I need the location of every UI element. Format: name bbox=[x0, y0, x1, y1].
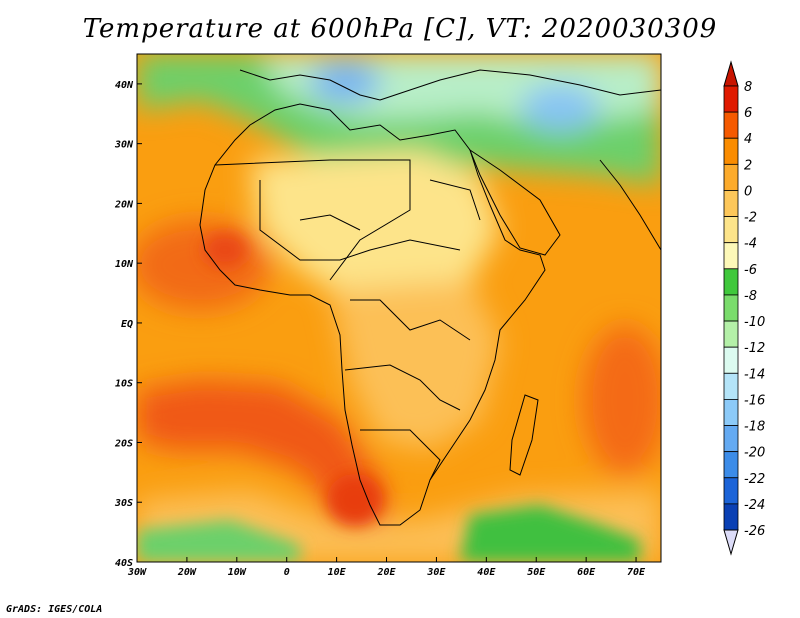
colorbar-swatch bbox=[723, 399, 739, 426]
y-tick-label: 30N bbox=[114, 140, 134, 151]
y-tick-label: 40N bbox=[115, 80, 134, 91]
cool-zone-central bbox=[330, 280, 500, 450]
y-tick-label: 10S bbox=[115, 379, 133, 390]
warm-zone-south-atlantic bbox=[137, 380, 390, 530]
colorbar-swatch bbox=[723, 425, 739, 453]
europe-coastline bbox=[239, 69, 661, 101]
cold-zone-south-indian bbox=[460, 505, 640, 562]
colorbar-label: 2 bbox=[744, 158, 752, 173]
colorbar-swatch bbox=[723, 268, 739, 296]
colorbar-swatch bbox=[723, 163, 739, 191]
colorbar-label: 0 bbox=[744, 184, 752, 199]
india-coastline bbox=[599, 159, 661, 251]
colorbar-label: -22 bbox=[744, 472, 765, 487]
warm-core-namibia bbox=[327, 474, 383, 526]
colorbar-swatch bbox=[723, 451, 739, 479]
colorbar-swatch bbox=[723, 111, 739, 139]
colorbar-label: -14 bbox=[744, 367, 765, 382]
colorbar-swatch bbox=[723, 503, 739, 531]
warm-zone-west-africa bbox=[137, 220, 270, 310]
border-line bbox=[429, 179, 481, 221]
x-tick-label: 70E bbox=[627, 567, 646, 578]
colorbar-label: 6 bbox=[744, 106, 752, 121]
x-tick-label: 0 bbox=[284, 567, 290, 578]
cold-zone-southern-ocean bbox=[137, 520, 300, 562]
x-tick-label: 20W bbox=[177, 567, 197, 578]
colorbar-label: -16 bbox=[744, 393, 765, 408]
cold-core-black-sea bbox=[520, 84, 600, 132]
colorbar-label: -6 bbox=[744, 263, 757, 278]
y-tick-label: 20N bbox=[114, 199, 134, 210]
x-tick-label: 20E bbox=[376, 567, 396, 578]
colorbar-swatch bbox=[723, 85, 739, 113]
cool-zone-sahara bbox=[250, 150, 500, 300]
x-tick-label: 10W bbox=[228, 567, 247, 578]
colorbar-swatch bbox=[723, 372, 739, 400]
colorbar-label: -10 bbox=[744, 315, 765, 330]
border-line bbox=[344, 364, 461, 411]
y-tick-label: 40S bbox=[115, 558, 133, 569]
border-line bbox=[259, 180, 461, 261]
x-axis: 30W 20W 10W 0 10E 20E 30E 40E 50E 60E 70E bbox=[127, 557, 646, 578]
colorbar-label: -12 bbox=[744, 341, 765, 356]
colorbar-swatch bbox=[723, 294, 739, 322]
y-tick-label: 10N bbox=[115, 259, 134, 270]
colorbar-swatch bbox=[723, 477, 739, 505]
y-tick-label: 20S bbox=[114, 438, 133, 449]
border-line bbox=[214, 159, 411, 281]
x-tick-label: 10E bbox=[328, 567, 347, 578]
arabia-coastline bbox=[468, 148, 561, 256]
border-line bbox=[350, 299, 471, 341]
colorbar-label: 8 bbox=[744, 80, 752, 95]
y-tick-label: 30S bbox=[114, 498, 133, 509]
warm-zone-indian-ocean bbox=[583, 325, 661, 475]
border-line bbox=[360, 429, 441, 481]
x-tick-label: 30E bbox=[426, 567, 446, 578]
colorbar-swatch bbox=[723, 320, 739, 348]
colorbar-over-arrow bbox=[723, 60, 739, 87]
colorbar-swatch bbox=[723, 137, 739, 165]
colorbar-legend: 8 6 4 2 0 -2 -4 -6 -8 -10 -12 -14 -16 -18 -20 -22 -24 -26 bbox=[723, 60, 765, 556]
colorbar-label: -20 bbox=[744, 446, 765, 461]
colorbar-under-arrow bbox=[723, 529, 739, 556]
colorbar-label: -24 bbox=[744, 498, 765, 513]
map-border bbox=[136, 53, 662, 563]
colorbar-label: -2 bbox=[744, 211, 757, 226]
colorbar-swatch bbox=[723, 216, 739, 244]
map-frame: 30W 20W 10W 0 10E 20E 30E 40E 50E 60E 70E 40N 30N 20… bbox=[114, 53, 662, 578]
border-line bbox=[299, 214, 361, 231]
y-axis: 40N 30N 20N 10N EQ 10S 20S 30S 40S bbox=[114, 80, 142, 569]
x-tick-label: 40E bbox=[477, 567, 496, 578]
warm-core-guinea bbox=[203, 232, 247, 268]
colorbar-swatch bbox=[723, 190, 739, 217]
colorbar-swatch bbox=[723, 242, 739, 270]
x-tick-label: 50E bbox=[527, 567, 546, 578]
map-title: Temperature at 600hPa [C], VT: 202003030… bbox=[82, 14, 718, 44]
colorbar-label: -4 bbox=[744, 237, 757, 252]
madagascar-coastline bbox=[509, 394, 539, 476]
footer-credit: GrADS: IGES/COLA bbox=[6, 604, 103, 615]
africa-coastline bbox=[199, 103, 546, 526]
colorbar-label: -8 bbox=[744, 289, 757, 304]
colorbar-swatch bbox=[723, 346, 739, 374]
colorbar-label: -26 bbox=[744, 524, 765, 539]
x-tick-label: 30W bbox=[127, 567, 147, 578]
x-tick-label: 60E bbox=[577, 567, 596, 578]
coastlines bbox=[199, 69, 661, 526]
temperature-field bbox=[137, 54, 661, 562]
colorbar-label: -18 bbox=[744, 420, 765, 435]
y-tick-label: EQ bbox=[121, 319, 133, 330]
cold-core-italy bbox=[309, 60, 381, 104]
colorbar-label: 4 bbox=[744, 132, 752, 147]
